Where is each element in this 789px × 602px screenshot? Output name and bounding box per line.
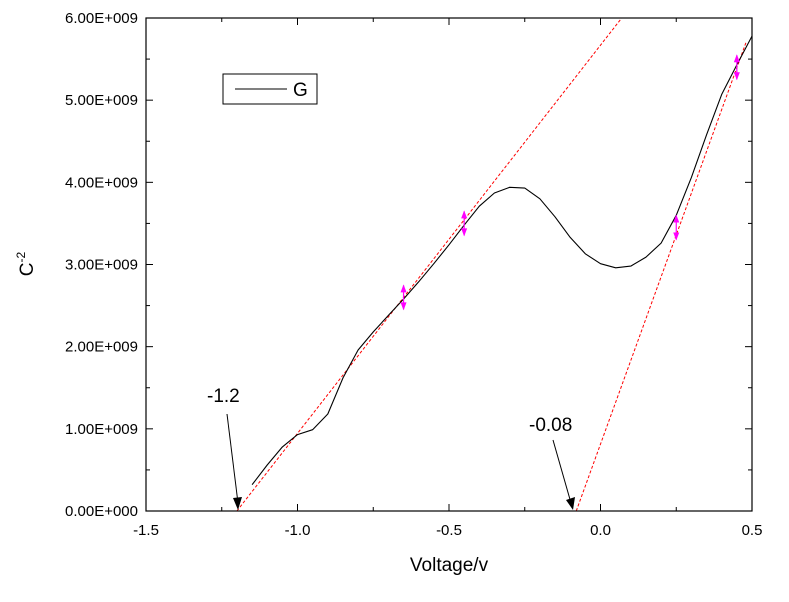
y-tick-label: 3.00E+009 xyxy=(65,257,138,274)
x-axis-title: Voltage/v xyxy=(410,555,489,576)
x-tick-label: -1.0 xyxy=(285,522,311,539)
x-tick-label: 0.5 xyxy=(742,522,763,539)
annotation-arrow-1 xyxy=(226,413,239,504)
fit-line-2 xyxy=(575,42,747,511)
legend: G xyxy=(222,73,318,105)
y-tick-label: 6.00E+009 xyxy=(65,10,138,27)
error-marker xyxy=(461,210,468,237)
svg-text:C-2: C-2 xyxy=(14,251,38,276)
y-tick-label: 4.00E+009 xyxy=(65,174,138,191)
plot-frame xyxy=(145,17,753,512)
y-axis-title-base: C xyxy=(17,262,38,276)
annotation-arrowhead-1 xyxy=(233,497,242,510)
x-tick-label: -1.5 xyxy=(133,522,159,539)
fit-line-1 xyxy=(236,18,623,511)
series-lines xyxy=(251,35,753,486)
y-tick-label: 1.00E+009 xyxy=(65,421,138,438)
annotation-label-2: -0.08 xyxy=(529,415,572,436)
error-marker xyxy=(733,54,740,81)
fit-lines xyxy=(236,18,747,511)
error-markers xyxy=(400,54,740,311)
legend-label-g: G xyxy=(293,80,308,101)
annotation-label-1: -1.2 xyxy=(207,386,240,407)
y-axis-title: C-2 xyxy=(14,251,38,276)
y-tick-label: 2.00E+009 xyxy=(65,339,138,356)
annotations: -1.2 -0.08 xyxy=(207,386,575,510)
series-line-g xyxy=(251,35,753,486)
annotation-arrow-2 xyxy=(552,439,572,504)
x-tick-label: -0.5 xyxy=(436,522,462,539)
axis-ticks: -1.5 -1.0 -0.5 0.0 0.5 0.00E+000 1.00E+009 2.00… xyxy=(65,10,762,539)
y-axis-title-superscript: -2 xyxy=(14,251,28,262)
y-tick-label: 5.00E+009 xyxy=(65,92,138,109)
annotation-arrowhead-2 xyxy=(566,497,575,510)
y-tick-label: 0.00E+000 xyxy=(65,503,138,520)
error-marker xyxy=(400,284,407,311)
x-tick-label: 0.0 xyxy=(590,522,611,539)
error-marker xyxy=(673,214,680,241)
